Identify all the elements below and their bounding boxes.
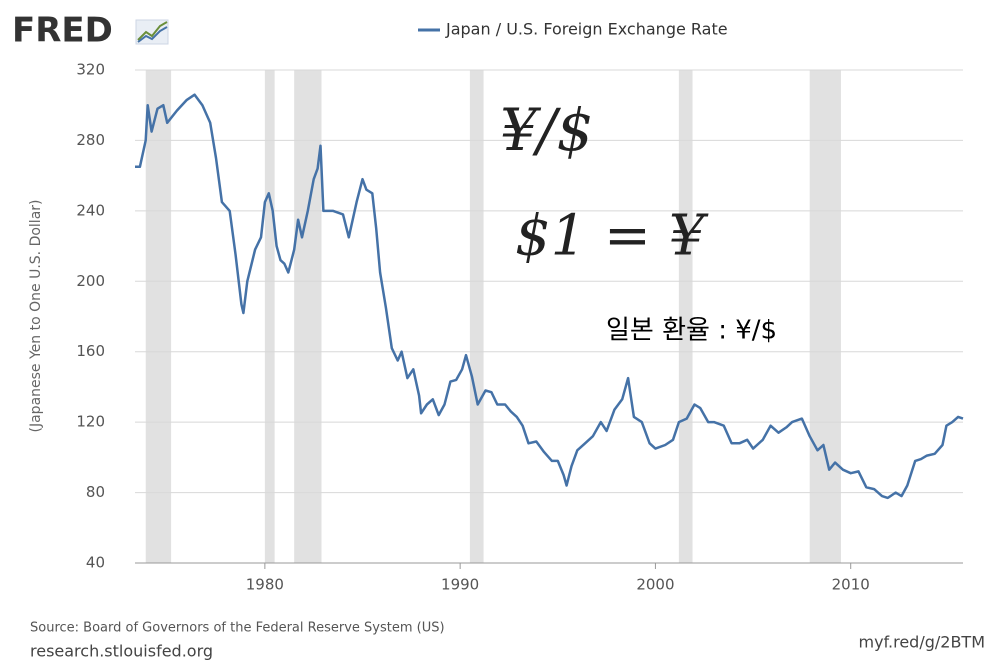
x-tick-label: 1990 xyxy=(441,576,479,594)
y-tick-label: 280 xyxy=(76,131,105,149)
recession-band xyxy=(469,70,484,563)
y-tick-label: 240 xyxy=(76,201,105,219)
legend-label: Japan / U.S. Foreign Exchange Rate xyxy=(445,20,728,39)
source-url: research.stlouisfed.org xyxy=(30,642,213,661)
y-tick-label: 120 xyxy=(76,413,105,431)
recession-band xyxy=(678,70,693,563)
y-tick-label: 200 xyxy=(76,272,105,290)
logo: FRED xyxy=(12,11,113,51)
annotation: 일본 환율 : ¥/$ xyxy=(606,316,777,346)
handwritten-note: $1 = ¥ xyxy=(515,204,709,269)
source: Source: Board of Governors of the Federa… xyxy=(30,621,445,636)
recession-band xyxy=(145,70,172,563)
y-tick-label: 160 xyxy=(76,342,105,360)
recession-band xyxy=(294,70,322,563)
logo-icon xyxy=(135,19,169,45)
y-tick-label: 320 xyxy=(76,61,105,79)
x-tick-label: 1980 xyxy=(246,576,284,594)
recession-band xyxy=(264,70,275,563)
y-axis-label: (Japanese Yen to One U.S. Dollar) xyxy=(28,200,44,433)
x-tick-label: 2010 xyxy=(832,576,870,594)
plot: 40 80 120 160 200 240 280 320 1980 1990 2000 2010 xyxy=(76,61,964,594)
recession-band xyxy=(809,70,841,563)
x-tick-label: 2000 xyxy=(636,576,674,594)
y-tick-label: 80 xyxy=(86,483,105,501)
short-url: myf.red/g/2BTM xyxy=(858,633,985,652)
y-tick-label: 40 xyxy=(86,554,105,572)
line xyxy=(135,93,964,500)
handwritten-note: ¥/$ xyxy=(500,96,593,164)
